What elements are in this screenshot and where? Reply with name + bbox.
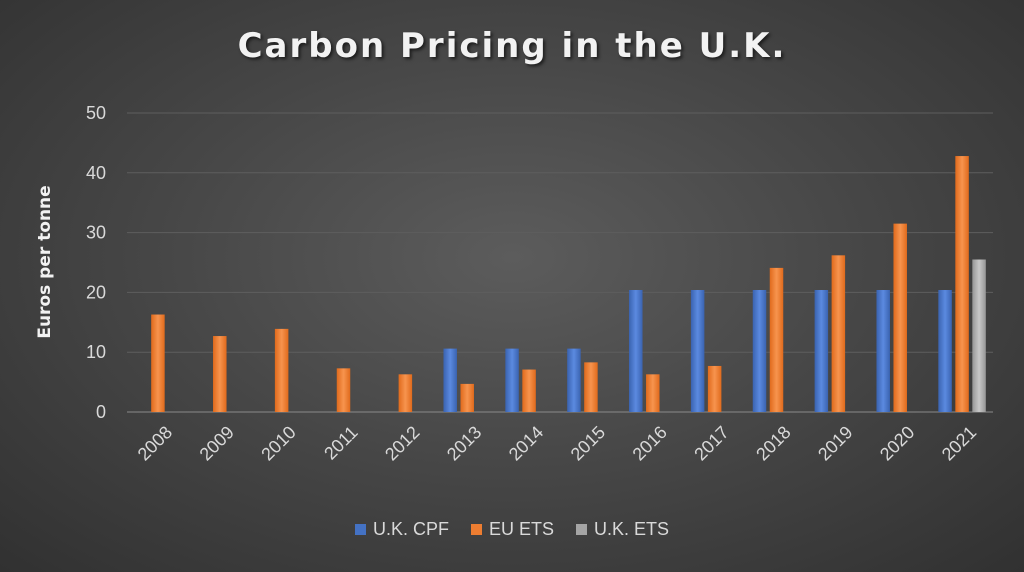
bar-eu-ets-2008 bbox=[151, 314, 165, 412]
bar-uk-cpf-2018 bbox=[752, 290, 767, 412]
legend-item-eu-ets: EU ETS bbox=[470, 519, 554, 540]
x-tick-label-2016: 2016 bbox=[629, 422, 671, 464]
bar-uk-cpf-2015 bbox=[567, 348, 581, 412]
legend-swatch-uk-ets bbox=[576, 524, 587, 535]
bar-uk-cpf-2013 bbox=[443, 348, 457, 412]
y-tick-label: 0 bbox=[96, 402, 106, 422]
bar-eu-ets-2018 bbox=[769, 267, 784, 412]
legend-label-uk-cpf: U.K. CPF bbox=[372, 519, 449, 539]
legend-label-uk-ets: U.K. ETS bbox=[594, 519, 670, 539]
bar-eu-ets-2014 bbox=[522, 369, 536, 412]
bar-eu-ets-2016 bbox=[646, 374, 660, 412]
x-tick-label-2010: 2010 bbox=[257, 422, 299, 464]
bar-eu-ets-2009 bbox=[213, 336, 227, 412]
x-tick-label-2020: 2020 bbox=[876, 422, 918, 464]
bar-uk-cpf-2020 bbox=[876, 290, 890, 412]
y-tick-label: 20 bbox=[86, 282, 106, 302]
bar-eu-ets-2013 bbox=[460, 383, 474, 412]
gridlines bbox=[127, 112, 993, 413]
bar-uk-cpf-2014 bbox=[505, 348, 519, 412]
x-tick-label-2011: 2011 bbox=[320, 422, 362, 464]
x-tick-label-2012: 2012 bbox=[381, 422, 423, 464]
legend-label-eu-ets: EU ETS bbox=[488, 519, 554, 539]
x-tick-label-2008: 2008 bbox=[134, 422, 176, 464]
x-axis-ticks: 2008 2009 2010 2011 2012 2013 2014 2015 2016 2017… bbox=[134, 422, 981, 464]
legend-item-uk-cpf: U.K. CPF bbox=[354, 519, 449, 540]
bar-uk-cpf-2017 bbox=[690, 290, 705, 412]
chart-title: Carbon Pricing in the U.K. bbox=[237, 26, 787, 66]
bar-uk-cpf-2021 bbox=[938, 290, 952, 412]
x-tick-label-2009: 2009 bbox=[196, 422, 238, 464]
y-tick-label: 40 bbox=[86, 163, 106, 183]
y-tick-label: 50 bbox=[86, 103, 106, 123]
y-tick-label: 30 bbox=[86, 223, 106, 243]
x-tick-label-2014: 2014 bbox=[505, 422, 547, 464]
bar-eu-ets-2010 bbox=[274, 328, 289, 412]
x-tick-label-2018: 2018 bbox=[752, 422, 794, 464]
bar-eu-ets-2019 bbox=[831, 255, 846, 412]
bar-uk-cpf-2016 bbox=[629, 290, 643, 412]
bar-uk-ets-2021 bbox=[972, 259, 986, 412]
y-tick-label: 10 bbox=[86, 342, 106, 362]
legend-swatch-eu-ets bbox=[470, 524, 482, 535]
x-tick-label-2019: 2019 bbox=[814, 422, 856, 464]
bars bbox=[151, 156, 986, 412]
legend-item-uk-ets: U.K. ETS bbox=[576, 519, 669, 540]
bar-eu-ets-2021 bbox=[955, 156, 969, 412]
y-axis-title: Euros per tonne bbox=[35, 185, 55, 338]
bar-eu-ets-2011 bbox=[336, 368, 351, 412]
legend: U.K. CPF EU ETS U.K. ETS bbox=[0, 519, 1024, 540]
x-tick-label-2017: 2017 bbox=[690, 422, 732, 464]
legend-swatch-uk-cpf bbox=[354, 524, 366, 535]
x-tick-label-2021: 2021 bbox=[938, 422, 980, 464]
bar-eu-ets-2015 bbox=[584, 362, 598, 412]
bar-eu-ets-2017 bbox=[707, 365, 722, 412]
x-tick-label-2015: 2015 bbox=[567, 422, 609, 464]
bar-eu-ets-2020 bbox=[893, 223, 907, 412]
y-axis-ticks: 0 10 20 30 40 50 bbox=[86, 103, 106, 422]
bar-eu-ets-2012 bbox=[398, 374, 413, 412]
bar-uk-cpf-2019 bbox=[814, 290, 829, 412]
x-tick-label-2013: 2013 bbox=[443, 422, 485, 464]
